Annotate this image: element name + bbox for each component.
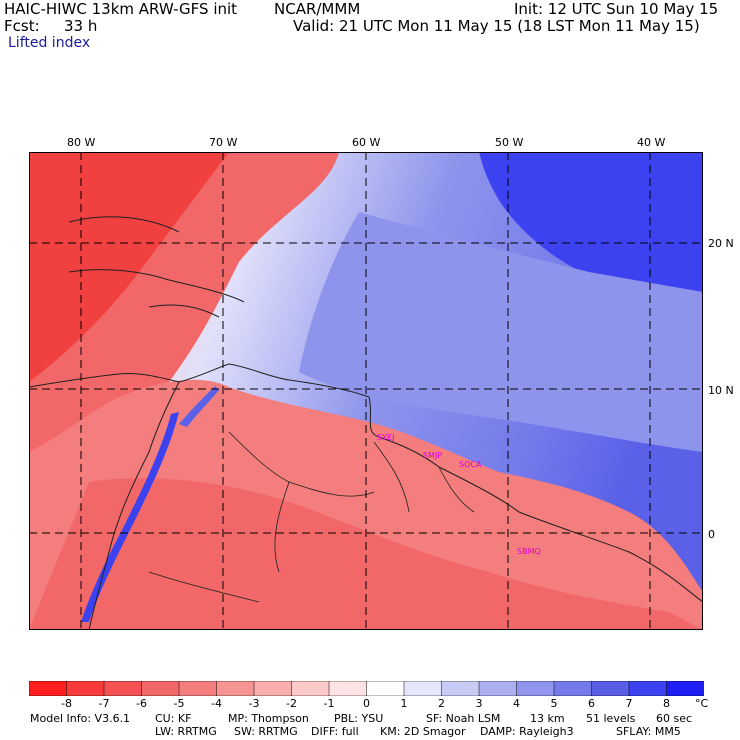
lat-label: 0: [708, 528, 715, 541]
legend-unit: °C: [695, 697, 709, 710]
legend-swatch: [628, 681, 668, 696]
footer-sw: SW: RRTMG: [234, 725, 298, 738]
legend-swatch: [591, 681, 630, 696]
legend-tick-label: 6: [588, 697, 595, 710]
legend-tick-label: 1: [400, 697, 408, 710]
legend-swatch: [216, 681, 255, 696]
legend-tick-label: 7: [625, 697, 633, 710]
legend-swatch: [178, 681, 218, 696]
legend-tick-label: 2: [438, 697, 445, 710]
footer-pbl: PBL: YSU: [334, 712, 384, 725]
footer-cu: CU: KF: [155, 712, 192, 725]
org-label: NCAR/MMM: [274, 0, 361, 18]
footer-mp: MP: Thompson: [228, 712, 309, 725]
legend-swatch: [666, 681, 704, 696]
legend-tick-label: 3: [475, 697, 483, 710]
legend-swatch: [441, 681, 480, 696]
legend-swatch: [553, 681, 593, 696]
station-label: SYEJ: [377, 433, 394, 442]
legend-swatch: [29, 681, 68, 696]
lifted-index-map: SYEJ SMJP SOCA SBMQ: [29, 152, 703, 630]
legend-tick-label: -3: [248, 697, 260, 710]
legend-tick-label: -8: [61, 697, 72, 710]
legend-swatch: [103, 681, 143, 696]
fcst-label: Fcst:: [4, 17, 40, 35]
lon-label: 50 W: [495, 136, 524, 149]
lon-label: 60 W: [352, 136, 381, 149]
legend-tick-label: -5: [173, 697, 185, 710]
lon-label: 70 W: [209, 136, 238, 149]
legend-swatch: [141, 681, 180, 696]
legend-swatch: [66, 681, 105, 696]
legend-tick-label: -7: [98, 697, 110, 710]
legend-swatch: [253, 681, 293, 696]
footer-model-info: Model Info: V3.6.1: [30, 712, 131, 725]
legend-tick-label: -4: [211, 697, 222, 710]
country-borders: [148, 431, 475, 603]
map-frame: [29, 152, 703, 630]
lat-label: 20 N: [708, 237, 734, 250]
color-legend: [29, 681, 704, 696]
field-name: Lifted index: [8, 35, 91, 51]
legend-swatch: [366, 681, 405, 696]
lat-label: 10 N: [708, 384, 734, 397]
legend-tick-label: -2: [286, 697, 297, 710]
footer-sf: SF: Noah LSM: [426, 712, 501, 725]
legend-swatch: [516, 681, 555, 696]
footer-resolution: 13 km: [530, 712, 565, 725]
footer-lw: LW: RRTMG: [155, 725, 217, 738]
fcst-value: 33 h: [64, 17, 98, 35]
legend-tick-label: 8: [663, 697, 670, 710]
footer-timestep: 60 sec: [656, 712, 693, 725]
footer-damp: DAMP: Rayleigh3: [480, 725, 574, 738]
legend-swatch: [403, 681, 443, 696]
legend-tick-label: 4: [513, 697, 520, 710]
station-label: SMJP: [423, 451, 442, 460]
footer-sflay: SFLAY: MM5: [616, 725, 681, 738]
station-label: SOCA: [459, 460, 482, 469]
legend-tick-label: 5: [550, 697, 558, 710]
lon-label: 80 W: [67, 136, 96, 149]
legend-tick-label: -6: [136, 697, 147, 710]
coastlines: [29, 216, 703, 630]
valid-time: Valid: 21 UTC Mon 11 May 15 (18 LST Mon …: [293, 17, 700, 35]
legend-swatch: [478, 681, 518, 696]
legend-tick-label: 0: [363, 697, 370, 710]
station-label: SBMQ: [517, 547, 541, 556]
footer-levels: 51 levels: [586, 712, 636, 725]
legend-swatch: [328, 681, 368, 696]
init-time: Init: 12 UTC Sun 10 May 15: [514, 0, 719, 18]
model-title: HAIC-HIWC 13km ARW-GFS init: [4, 0, 238, 18]
grid-lines: [29, 152, 703, 630]
legend-swatch: [291, 681, 330, 696]
footer-diff: DIFF: full: [311, 725, 359, 738]
footer-km: KM: 2D Smagor: [380, 725, 466, 738]
lon-label: 40 W: [637, 136, 666, 149]
legend-tick-label: -1: [323, 697, 335, 710]
